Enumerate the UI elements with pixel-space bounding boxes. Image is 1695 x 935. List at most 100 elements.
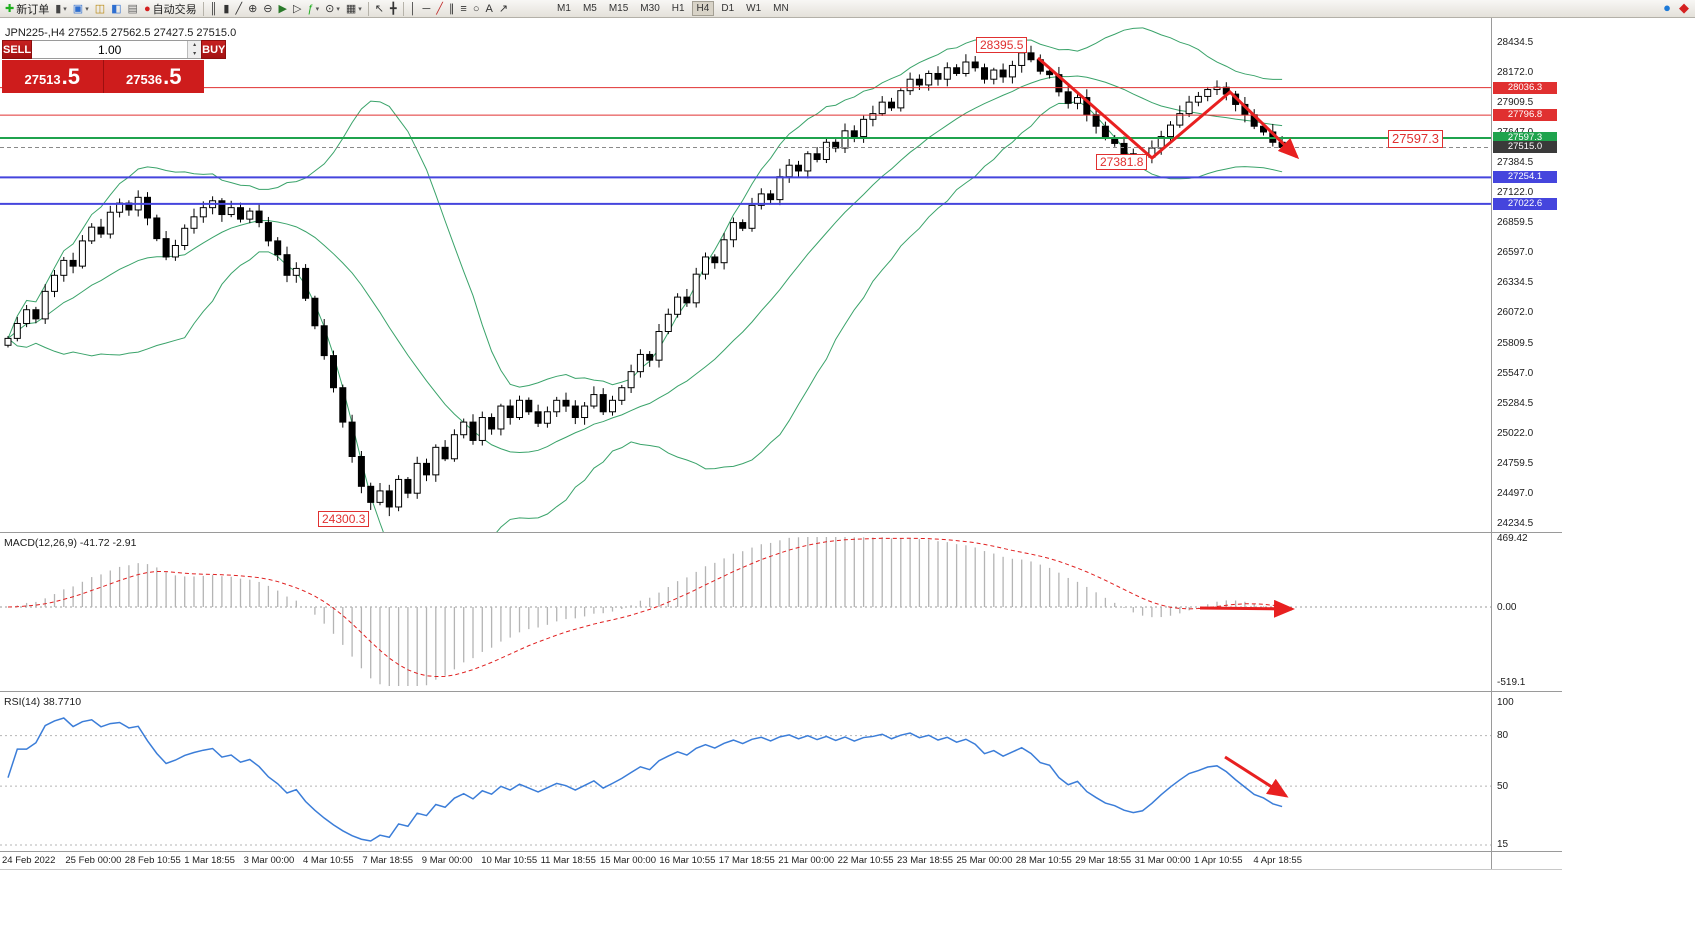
price-tick: 27122.0 — [1497, 187, 1534, 199]
connection-status-icon[interactable]: ◆ — [1679, 0, 1689, 15]
buy-price[interactable]: 27536 .5 — [103, 60, 204, 93]
indicators-button[interactable]: ƒ ▾ — [304, 1, 322, 17]
arrows-tool-button[interactable]: ↗ — [496, 1, 511, 17]
volume-up-icon[interactable]: ▴ — [188, 41, 202, 50]
horizontal-line-button[interactable]: ─ — [419, 1, 433, 17]
time-tick: 28 Feb 10:55 — [124, 855, 181, 866]
time-tick: 29 Mar 18:55 — [1075, 855, 1132, 866]
timeframe-m30-button[interactable]: M30 — [635, 1, 664, 16]
time-tick: 22 Mar 10:55 — [837, 855, 894, 866]
cursor-icon: ↖ — [374, 2, 384, 15]
buy-button[interactable]: BUY — [201, 40, 227, 59]
zoom-in-button[interactable]: ⊕ — [245, 1, 260, 17]
timeframe-mn-button[interactable]: MN — [768, 1, 794, 16]
auto-scroll-button[interactable]: ▶ — [276, 1, 290, 17]
buy-price-big-digit: .5 — [163, 64, 182, 89]
time-tick: 17 Mar 18:55 — [718, 855, 775, 866]
candles-mode-icon: ▮ — [223, 2, 230, 15]
toolbar-separator — [402, 1, 404, 16]
time-tick: 9 Mar 00:00 — [421, 855, 473, 866]
rsi-pane[interactable] — [0, 692, 1492, 851]
new-order-button[interactable]: ✚ 新订单 — [2, 1, 52, 17]
pane-divider[interactable] — [0, 532, 1562, 533]
price-tick: 24234.5 — [1497, 518, 1534, 530]
time-tick: 23 Mar 18:55 — [897, 855, 953, 866]
bars-mode-button[interactable]: ║ — [207, 1, 221, 17]
price-annotation[interactable]: 28395.5 — [976, 37, 1028, 53]
timeframe-d1-button[interactable]: D1 — [716, 1, 739, 16]
time-tick: 21 Mar 00:00 — [778, 855, 835, 866]
bottom-divider — [0, 869, 1562, 870]
equidistant-channel-icon: ∥ — [448, 2, 455, 15]
autotrading-label: 自动交易 — [152, 3, 197, 16]
price-tick: 24497.0 — [1497, 488, 1534, 500]
crosshair-button[interactable]: ╋ — [387, 1, 400, 17]
timeframe-h1-button[interactable]: H1 — [667, 1, 690, 16]
volume-down-icon[interactable]: ▾ — [188, 49, 202, 58]
terminal-button[interactable]: ▤ — [125, 1, 141, 17]
zoom-out-icon: ⊖ — [263, 2, 273, 15]
macd-tick: 469.42 — [1497, 533, 1528, 545]
caret-down-icon: ▾ — [63, 5, 67, 13]
arrows-tool-icon: ↗ — [498, 2, 509, 15]
pane-divider — [0, 851, 1562, 852]
autotrading-icon: ● — [143, 2, 151, 15]
time-tick: 28 Mar 10:55 — [1015, 855, 1072, 866]
templates-button[interactable]: ▦ ▾ — [343, 1, 365, 17]
zoom-out-button[interactable]: ⊖ — [260, 1, 275, 17]
zoom-in-icon: ⊕ — [248, 2, 258, 15]
new-order-icon: ✚ — [5, 2, 15, 15]
navigator-button[interactable]: ◧ — [108, 1, 124, 17]
main-price-chart[interactable] — [0, 18, 1492, 532]
volume-spinner[interactable]: ▴ ▾ — [187, 41, 202, 58]
chart-shift-button[interactable]: ▷ — [290, 1, 304, 17]
fibonacci-icon: ≡ — [460, 2, 467, 15]
horizontal-line-icon: ─ — [422, 2, 431, 15]
pane-divider[interactable] — [0, 691, 1562, 692]
vertical-line-button[interactable]: │ — [407, 1, 420, 17]
timeframe-h4-button[interactable]: H4 — [691, 1, 715, 16]
timeframe-m1-button[interactable]: M1 — [552, 1, 576, 16]
new-chart-button[interactable]: ▮ ▾ — [52, 1, 70, 17]
text-label-button[interactable]: A — [482, 1, 495, 17]
cursor-button[interactable]: ↖ — [372, 1, 387, 17]
autotrading-button[interactable]: ● 自动交易 — [141, 1, 200, 17]
volume-stepper[interactable]: ▴ ▾ — [32, 40, 202, 59]
candles-layer — [4, 45, 1286, 517]
time-tick: 3 Mar 00:00 — [243, 855, 295, 866]
macd-pane[interactable] — [0, 533, 1492, 691]
bollinger-bands — [7, 27, 1283, 532]
profiles-icon: ▣ — [72, 2, 84, 15]
volume-input[interactable] — [32, 41, 188, 58]
trendline-button[interactable]: ╱ — [433, 1, 446, 17]
caret-down-icon: ▾ — [85, 5, 89, 13]
price-annotation[interactable]: 27597.3 — [1388, 130, 1443, 148]
time-tick: 7 Mar 18:55 — [362, 855, 414, 866]
sell-button[interactable]: SELL — [2, 40, 33, 59]
sell-price[interactable]: 27513 .5 — [2, 60, 104, 93]
navigator-icon: ◧ — [111, 2, 122, 15]
mql5-community-icon[interactable]: ● — [1663, 0, 1671, 15]
candles-mode-button[interactable]: ▮ — [220, 1, 232, 17]
price-badge: 27022.6 — [1493, 197, 1557, 210]
price-annotation[interactable]: 24300.3 — [318, 511, 370, 527]
price-annotation[interactable]: 27381.8 — [1096, 154, 1148, 170]
timeframe-m5-button[interactable]: M5 — [578, 1, 602, 16]
timeframe-m15-button[interactable]: M15 — [604, 1, 633, 16]
price-tick: 25022.0 — [1497, 427, 1534, 439]
equidistant-channel-button[interactable]: ∥ — [446, 1, 458, 17]
time-tick: 1 Mar 18:55 — [184, 855, 235, 866]
bars-mode-icon: ║ — [209, 2, 218, 15]
chart-title: JPN225-,H4 27552.5 27562.5 27427.5 27515… — [5, 27, 237, 39]
timeframe-w1-button[interactable]: W1 — [741, 1, 766, 16]
market-watch-button[interactable]: ◫ — [92, 1, 108, 17]
line-mode-button[interactable]: ╱ — [232, 1, 245, 17]
price-badge: 27597.3 — [1493, 132, 1557, 144]
price-tick: 26597.0 — [1497, 247, 1534, 259]
price-axis-divider — [1491, 18, 1492, 869]
time-tick: 31 Mar 00:00 — [1134, 855, 1191, 866]
profiles-button[interactable]: ▣ ▾ — [70, 1, 92, 17]
periods-button[interactable]: ⊙ ▾ — [322, 1, 343, 17]
shapes-button[interactable]: ○ — [470, 1, 483, 17]
fibonacci-button[interactable]: ≡ — [457, 1, 469, 17]
